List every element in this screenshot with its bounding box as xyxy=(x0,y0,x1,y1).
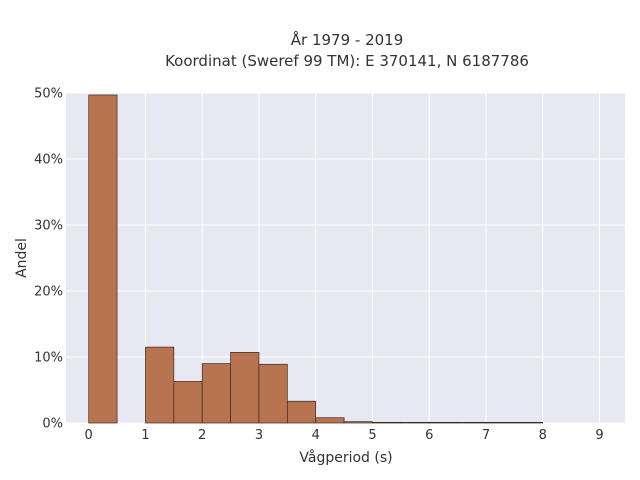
y-tick-label: 50% xyxy=(34,87,63,102)
histogram-bar xyxy=(315,417,345,424)
histogram-bar xyxy=(400,421,430,424)
histogram-bar xyxy=(428,421,458,424)
x-axis-label: Vågperiod (s) xyxy=(299,449,392,466)
histogram-bar xyxy=(286,400,317,424)
histogram-bar xyxy=(343,421,373,424)
x-tick-label: 0 xyxy=(85,428,93,443)
histogram-bar xyxy=(485,421,515,424)
histogram-bar xyxy=(145,346,175,424)
chart-title-line-2: Koordinat (Sweref 99 TM): E 370141, N 61… xyxy=(165,52,529,70)
histogram-bar xyxy=(372,421,402,424)
x-tick-label: 1 xyxy=(141,428,149,443)
y-tick-label: 0% xyxy=(42,417,63,432)
x-tick-label: 6 xyxy=(425,428,433,443)
x-tick-labels: 0 1 2 3 4 5 6 7 8 9 xyxy=(85,428,604,443)
histogram-bar xyxy=(258,363,288,424)
x-tick-label: 5 xyxy=(368,428,376,443)
histogram-bar xyxy=(513,421,544,424)
histogram-bar xyxy=(201,363,231,424)
x-tick-label: 9 xyxy=(595,428,603,443)
y-tick-label: 40% xyxy=(34,153,63,168)
y-tick-label: 10% xyxy=(34,351,63,366)
y-tick-label: 20% xyxy=(34,285,63,300)
chart-title-line-1: År 1979 - 2019 xyxy=(291,30,404,49)
y-tick-label: 30% xyxy=(34,219,63,234)
x-tick-label: 8 xyxy=(539,428,547,443)
x-tick-label: 7 xyxy=(482,428,490,443)
x-tick-label: 3 xyxy=(255,428,263,443)
histogram-bar xyxy=(230,352,260,424)
histogram-bar xyxy=(457,421,487,424)
y-tick-labels: 0% 10% 20% 30% 40% 50% xyxy=(34,87,63,432)
x-tick-label: 2 xyxy=(198,428,206,443)
histogram-bar xyxy=(173,381,203,424)
y-axis-label: Andel xyxy=(14,238,30,278)
x-tick-label: 4 xyxy=(312,428,320,443)
bars xyxy=(88,94,544,424)
histogram-bar xyxy=(88,94,118,424)
